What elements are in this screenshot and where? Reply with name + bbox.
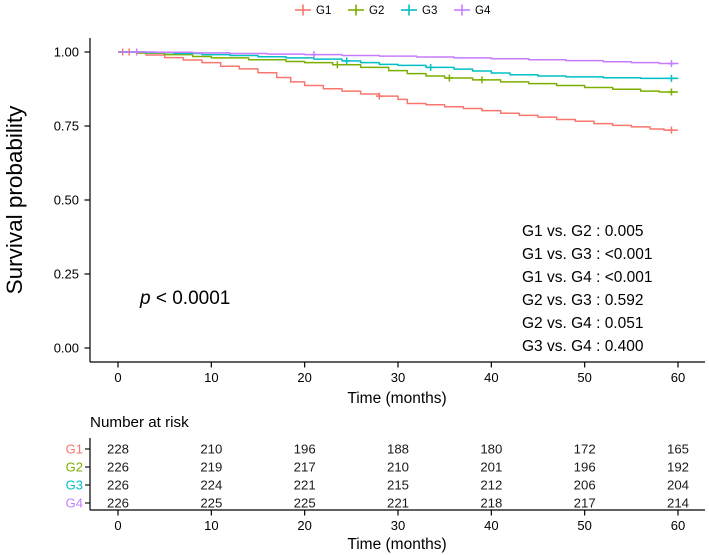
survival-curve-g4 xyxy=(118,51,679,65)
risk-count: 221 xyxy=(387,496,409,511)
x-tick-label: 50 xyxy=(577,370,591,385)
survival-curve-g1 xyxy=(118,51,678,131)
risk-count: 196 xyxy=(574,460,596,475)
risk-count: 204 xyxy=(667,478,689,493)
x-tick-label: 60 xyxy=(671,370,685,385)
legend-key-plus-icon xyxy=(348,4,364,16)
annotations: p < 0.0001 G1 vs. G2 : 0.005 G1 vs. G3 : <… xyxy=(139,223,653,355)
survival-curves xyxy=(118,48,679,134)
risk-count: 225 xyxy=(200,496,222,511)
survival-curve-g3 xyxy=(118,51,679,80)
y-tick-label: 0.50 xyxy=(54,193,79,208)
y-axis-title: Survival probability xyxy=(2,105,27,295)
risk-count: 219 xyxy=(200,460,222,475)
risk-count: 196 xyxy=(294,442,316,457)
risk-count: 206 xyxy=(574,478,596,493)
risk-table-title: Number at risk xyxy=(90,414,189,431)
legend-key-plus-icon xyxy=(454,4,470,16)
legend: G1 G2 G3 G4 xyxy=(295,4,491,17)
pairwise-pvalue-line: G1 vs. G2 : 0.005 xyxy=(522,223,643,240)
legend-item-g4: G4 xyxy=(454,4,491,17)
y-tick-label: 0.75 xyxy=(54,119,79,134)
risk-x-tick-label: 10 xyxy=(204,518,218,533)
risk-x-tick-label: 0 xyxy=(114,518,121,533)
risk-table: Number at risk G1 228 210 196 188 180 172 165 G2 2… xyxy=(66,414,705,553)
risk-count: 201 xyxy=(480,460,502,475)
risk-table-row-g3: G3 226 224 221 215 212 206 204 xyxy=(66,478,689,493)
x-axis-title: Time (months) xyxy=(347,390,446,407)
p-value-annotation: p < 0.0001 xyxy=(139,288,230,309)
risk-x-tick-label: 40 xyxy=(484,518,498,533)
y-tick-label: 0.25 xyxy=(54,267,79,282)
legend-label: G2 xyxy=(369,5,384,17)
risk-row-label: G4 xyxy=(66,496,83,511)
risk-count: 210 xyxy=(200,442,222,457)
risk-count: 224 xyxy=(200,478,222,493)
risk-count: 217 xyxy=(574,496,596,511)
risk-count: 192 xyxy=(667,460,689,475)
pairwise-pvalue-line: G1 vs. G4 : <0.001 xyxy=(522,269,653,286)
legend-label: G3 xyxy=(422,5,437,17)
risk-x-axis-title: Time (months) xyxy=(347,536,446,553)
x-tick-label: 10 xyxy=(204,370,218,385)
risk-count: 172 xyxy=(574,442,596,457)
risk-x-tick-label: 20 xyxy=(297,518,311,533)
risk-count: 228 xyxy=(107,442,129,457)
pairwise-pvalue-line: G1 vs. G3 : <0.001 xyxy=(522,246,653,263)
risk-count: 210 xyxy=(387,460,409,475)
legend-label: G4 xyxy=(475,5,491,17)
risk-row-label: G1 xyxy=(66,442,83,457)
main-axes: 1.00 0.75 0.50 0.25 0.00 0 10 20 30 40 50 60 Time (m… xyxy=(2,38,705,407)
risk-table-row-g4: G4 226 225 225 221 218 217 214 xyxy=(66,496,689,511)
legend-item-g1: G1 xyxy=(295,4,331,17)
risk-count: 180 xyxy=(480,442,502,457)
risk-count: 226 xyxy=(107,496,129,511)
risk-table-row-g2: G2 226 219 217 210 201 196 192 xyxy=(66,460,689,475)
x-tick-label: 0 xyxy=(114,370,121,385)
risk-x-tick-label: 60 xyxy=(671,518,685,533)
risk-count: 212 xyxy=(480,478,502,493)
legend-item-g2: G2 xyxy=(348,4,384,17)
risk-count: 214 xyxy=(667,496,689,511)
risk-row-label: G3 xyxy=(66,478,83,493)
risk-count: 165 xyxy=(667,442,689,457)
survival-curve-g2 xyxy=(118,51,678,93)
pairwise-pvalue-line: G3 vs. G4 : 0.400 xyxy=(522,338,644,355)
legend-item-g3: G3 xyxy=(401,4,437,17)
legend-key-plus-icon xyxy=(401,4,417,16)
risk-count: 225 xyxy=(294,496,316,511)
x-tick-label: 30 xyxy=(391,370,405,385)
risk-count: 226 xyxy=(107,478,129,493)
risk-x-tick-label: 50 xyxy=(577,518,591,533)
censor-marks-g4 xyxy=(133,48,675,68)
y-tick-label: 0.00 xyxy=(54,341,79,356)
pairwise-pvalue-line: G2 vs. G3 : 0.592 xyxy=(522,292,643,309)
risk-count: 221 xyxy=(294,478,316,493)
risk-x-tick-label: 30 xyxy=(391,518,405,533)
censor-marks-g2 xyxy=(333,61,675,96)
legend-label: G1 xyxy=(316,5,331,17)
risk-count: 218 xyxy=(480,496,502,511)
y-tick-label: 1.00 xyxy=(54,45,79,60)
risk-count: 215 xyxy=(387,478,409,493)
x-tick-label: 40 xyxy=(484,370,498,385)
risk-count: 226 xyxy=(107,460,129,475)
legend-key-plus-icon xyxy=(295,4,311,16)
risk-row-label: G2 xyxy=(66,460,83,475)
x-tick-label: 20 xyxy=(297,370,311,385)
risk-count: 188 xyxy=(387,442,409,457)
risk-table-row-g1: G1 228 210 196 188 180 172 165 xyxy=(66,442,689,457)
risk-count: 217 xyxy=(294,460,316,475)
pairwise-pvalue-line: G2 vs. G4 : 0.051 xyxy=(522,315,643,332)
censor-marks-g3 xyxy=(343,57,675,82)
